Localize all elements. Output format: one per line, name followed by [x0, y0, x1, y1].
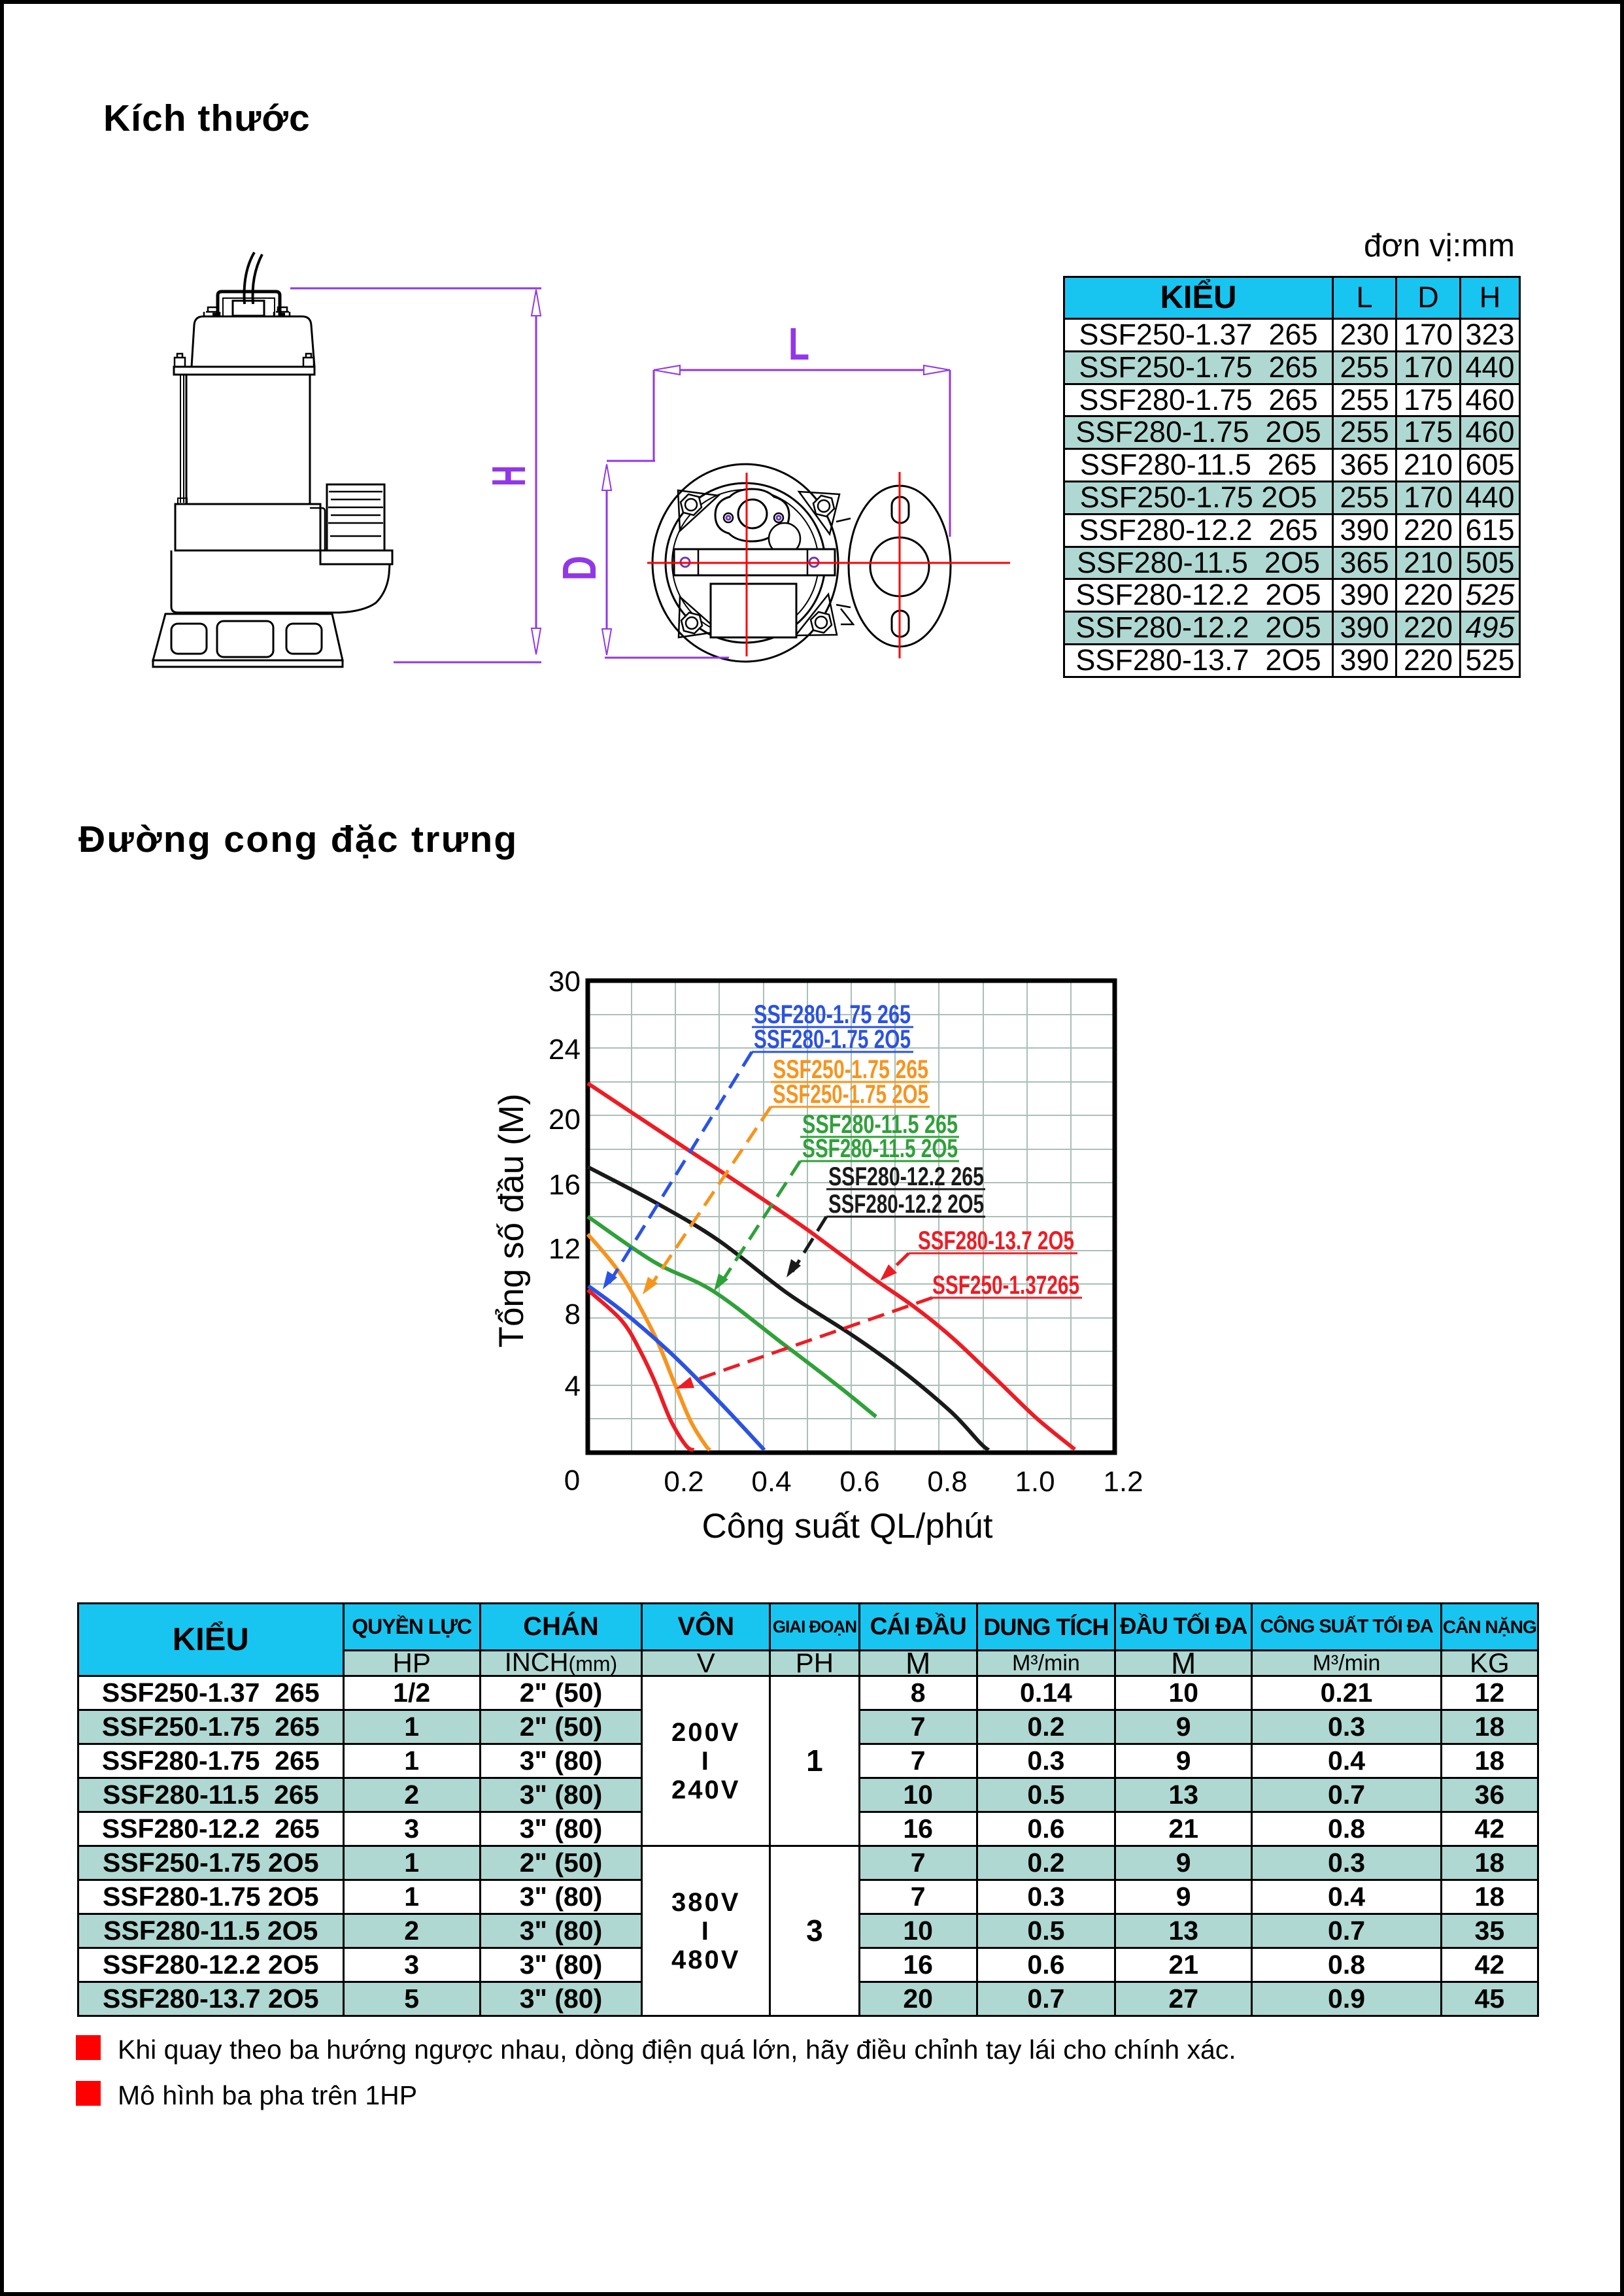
svg-text:1.2: 1.2 — [1103, 1466, 1143, 1498]
svg-text:0.4: 0.4 — [751, 1466, 791, 1498]
svg-text:Tổng số đầu (M): Tổng số đầu (M) — [492, 1094, 531, 1348]
svg-text:16: 16 — [549, 1169, 581, 1201]
svg-text:0: 0 — [564, 1464, 580, 1496]
svg-text:0.8: 0.8 — [927, 1466, 967, 1498]
svg-text:0.6: 0.6 — [839, 1466, 879, 1498]
svg-text:SSF280-11.5 2O5: SSF280-11.5 2O5 — [802, 1134, 958, 1163]
svg-text:0.2: 0.2 — [664, 1466, 703, 1498]
svg-text:12: 12 — [549, 1233, 581, 1265]
svg-text:20: 20 — [549, 1104, 581, 1136]
svg-text:L: L — [788, 319, 809, 370]
svg-text:30: 30 — [549, 966, 581, 998]
svg-text:SSF280-11.5 265: SSF280-11.5 265 — [802, 1110, 958, 1139]
svg-text:SSF280-13.7 2O5: SSF280-13.7 2O5 — [918, 1226, 1074, 1255]
svg-text:SSF280-12.2 2O5: SSF280-12.2 2O5 — [828, 1190, 984, 1219]
svg-text:1.0: 1.0 — [1015, 1466, 1055, 1498]
svg-text:SSF280-12.2 265: SSF280-12.2 265 — [828, 1162, 984, 1191]
svg-text:SSF280-1.75 265: SSF280-1.75 265 — [754, 1000, 911, 1029]
svg-text:Công suất QL/phút: Công suất QL/phút — [702, 1507, 993, 1545]
svg-text:SSF250-1.37265: SSF250-1.37265 — [932, 1271, 1079, 1300]
svg-text:4: 4 — [565, 1370, 581, 1402]
svg-text:8: 8 — [565, 1298, 581, 1330]
svg-text:SSF250-1.75 265: SSF250-1.75 265 — [773, 1055, 928, 1084]
svg-text:24: 24 — [549, 1034, 581, 1066]
svg-text:SSF250-1.75 2O5: SSF250-1.75 2O5 — [773, 1080, 928, 1109]
svg-text:H: H — [482, 465, 535, 486]
svg-text:D: D — [554, 556, 606, 581]
svg-text:SSF280-1.75 2O5: SSF280-1.75 2O5 — [754, 1025, 911, 1054]
